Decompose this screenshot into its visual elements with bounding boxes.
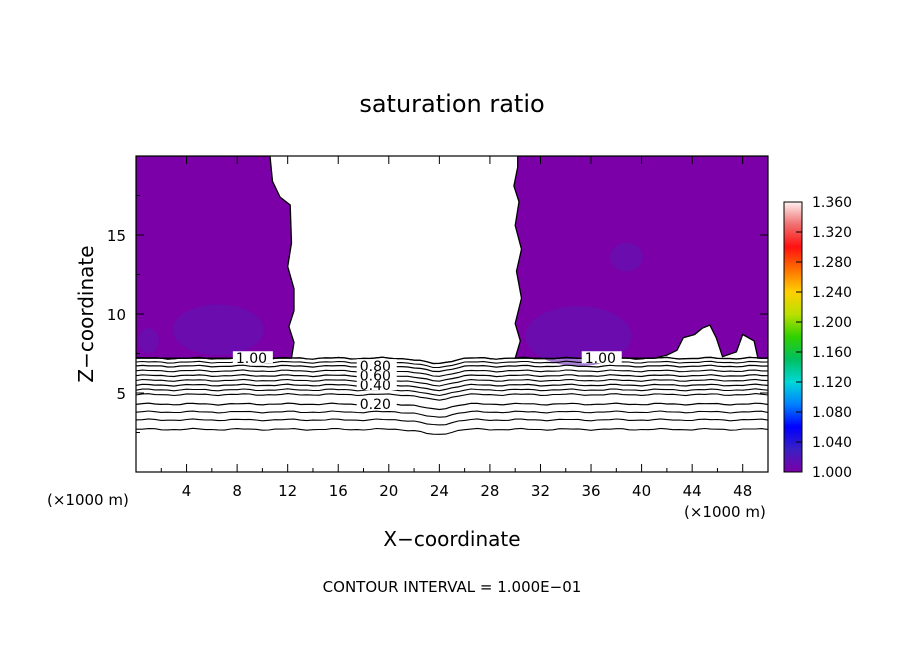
contour-line-labeled (136, 383, 768, 392)
fill-region-left (136, 156, 295, 359)
contour-label: 1.00 (236, 351, 267, 367)
contour-line (136, 378, 768, 387)
x-tick-label: 40 (632, 482, 651, 500)
contour-line (136, 388, 768, 397)
contour-line-labeled (136, 402, 768, 411)
x-tick-label: 48 (733, 482, 752, 500)
x-tick-label: 32 (531, 482, 550, 500)
fill-patch (610, 242, 643, 272)
contour-line-labeled (136, 373, 768, 382)
x-tick-label: 24 (430, 482, 449, 500)
plot-area (136, 156, 768, 435)
colorbar-tick-label: 1.320 (812, 225, 852, 241)
fill-patch (138, 328, 159, 354)
colorbar-tick-label: 1.040 (812, 435, 852, 451)
x-tick-label: 4 (182, 482, 192, 500)
colorbar-tick-label: 1.160 (812, 345, 852, 361)
x-tick-label: 12 (278, 482, 297, 500)
colorbar-tick-label: 1.200 (812, 315, 852, 331)
contour-lines (136, 356, 768, 435)
colorbar: 1.000 1.040 1.080 1.120 1.160 1.200 1.240 1.280… (783, 195, 852, 481)
colorbar-tick-label: 1.280 (812, 255, 852, 271)
x-tick-label: 36 (581, 482, 600, 500)
fill-patch (525, 306, 632, 367)
contour-labels: 0.20 0.400.600.80 1.00 1.00 (232, 351, 622, 413)
saturation-fill (136, 156, 768, 367)
colorbar-tick-label: 1.000 (812, 465, 852, 481)
x-axis-ticks: 4 8 12 16 20 24 28 32 36 40 44 48 (160, 156, 752, 500)
contour-label-bg (356, 378, 397, 391)
contour-label-bg (356, 368, 397, 381)
contour-label-bg (356, 397, 397, 410)
contour-label: 0.40 (360, 378, 391, 394)
y-axis-label: Z−coordinate (74, 245, 98, 382)
colorbar-ticks: 1.000 1.040 1.080 1.120 1.160 1.200 1.240 1.280… (796, 195, 852, 481)
contour-line (136, 418, 768, 426)
y-axis-ticks: 5 10 15 (107, 195, 768, 433)
x-axis-label: X−coordinate (383, 527, 520, 551)
x-unit-right: (×1000 m) (684, 503, 766, 521)
contour-label: 0.60 (360, 369, 391, 385)
x-tick-label: 20 (379, 482, 398, 500)
colorbar-tick-label: 1.120 (812, 375, 852, 391)
chart-title: saturation ratio (359, 90, 544, 118)
contour-line-labeled (136, 364, 768, 373)
y-tick-label: 10 (107, 306, 126, 324)
contour-label: 1.00 (585, 351, 616, 367)
fill-patch (172, 304, 264, 356)
x-tick-label: 8 (232, 482, 242, 500)
contour-label-bg (232, 351, 273, 364)
contour-label-bg (356, 359, 397, 372)
x-tick-label: 28 (480, 482, 499, 500)
contour-line (136, 369, 768, 377)
contour-label-bg (581, 351, 622, 364)
contour-label: 0.20 (360, 397, 391, 413)
y-tick-label: 15 (107, 227, 126, 245)
contour-line (136, 393, 768, 401)
colorbar-bar (783, 201, 803, 473)
contour-line (136, 427, 768, 435)
contour-label: 0.80 (360, 359, 391, 375)
contour-interval-footer: CONTOUR INTERVAL = 1.000E−01 (323, 578, 582, 596)
x-tick-label: 16 (329, 482, 348, 500)
y-tick-label: 5 (116, 385, 126, 403)
x-unit-left: (×1000 m) (47, 491, 129, 509)
contour-line (136, 410, 768, 418)
colorbar-tick-label: 1.360 (812, 195, 852, 211)
colorbar-tick-label: 1.080 (812, 405, 852, 421)
colorbar-tick-label: 1.240 (812, 285, 852, 301)
x-tick-label: 44 (683, 482, 702, 500)
